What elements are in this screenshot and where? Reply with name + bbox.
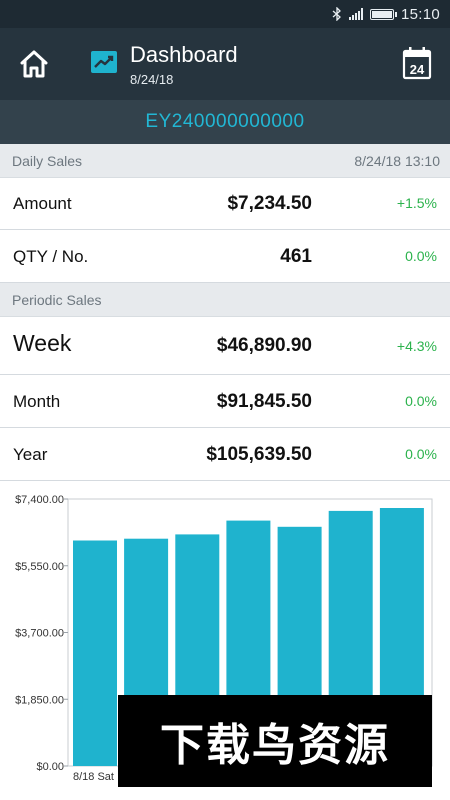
home-icon[interactable]	[18, 48, 50, 80]
row-change: +1.5%	[396, 195, 437, 211]
daily-sales-header: Daily Sales 8/24/18 13:10	[0, 144, 450, 178]
row-label: Amount	[13, 194, 72, 213]
row-change: 0.0%	[405, 248, 437, 264]
y-tick-label: $7,400.00	[15, 494, 64, 506]
qty-row[interactable]: QTY / No. 461 0.0%	[0, 231, 450, 283]
row-value: 461	[280, 246, 312, 267]
row-change: 0.0%	[405, 446, 437, 462]
x-tick-label: 8/18 Sat	[73, 771, 114, 783]
calendar-icon[interactable]: 24	[402, 46, 432, 80]
header-date: 8/24/18	[130, 72, 174, 87]
row-value: $46,890.90	[216, 335, 312, 356]
year-row[interactable]: Year $105,639.50 0.0%	[0, 429, 450, 481]
amount-row[interactable]: Amount $7,234.50 +1.5%	[0, 178, 450, 230]
trend-chart-icon	[91, 51, 117, 73]
row-value: $105,639.50	[206, 444, 312, 465]
y-tick-label: $1,850.00	[15, 694, 64, 706]
watermark: 下载鸟资源	[118, 695, 432, 787]
chart-bar	[73, 540, 117, 766]
row-label: QTY / No.	[13, 247, 89, 266]
battery-icon	[369, 8, 397, 20]
device-id: EY240000000000	[145, 111, 305, 132]
calendar-day: 24	[410, 62, 425, 77]
periodic-sales-header: Periodic Sales	[0, 283, 450, 317]
status-icons: 15:10	[332, 0, 440, 28]
month-row[interactable]: Month $91,845.50 0.0%	[0, 376, 450, 428]
app-header: Dashboard 8/24/18 24	[0, 28, 450, 100]
status-bar: 15:10	[0, 0, 450, 28]
row-value: $91,845.50	[216, 391, 312, 412]
section-title: Daily Sales	[12, 153, 83, 169]
sales-bar-chart: $0.00 $1,850.00 $3,700.00 $5,550.00 $7,400.0…	[0, 482, 450, 800]
y-tick-label: $3,700.00	[15, 628, 64, 640]
row-label: Month	[13, 392, 61, 411]
page-title: Dashboard	[130, 42, 238, 67]
section-timestamp: 8/24/18 13:10	[354, 153, 440, 169]
y-tick-label: $5,550.00	[15, 561, 64, 573]
bluetooth-icon	[332, 7, 341, 21]
row-change: +4.3%	[396, 338, 437, 354]
device-bar[interactable]: EY240000000000	[0, 100, 450, 144]
week-row[interactable]: Week $46,890.90 +4.3%	[0, 317, 450, 375]
y-tick-label: $0.00	[36, 761, 64, 773]
row-label: Year	[13, 445, 48, 464]
row-label: Week	[13, 330, 72, 356]
status-time: 15:10	[400, 5, 440, 23]
row-change: 0.0%	[405, 393, 437, 409]
watermark-text: 下载鸟资源	[160, 720, 390, 771]
section-title: Periodic Sales	[12, 292, 102, 308]
row-value: $7,234.50	[227, 193, 312, 214]
signal-icon	[348, 8, 363, 20]
